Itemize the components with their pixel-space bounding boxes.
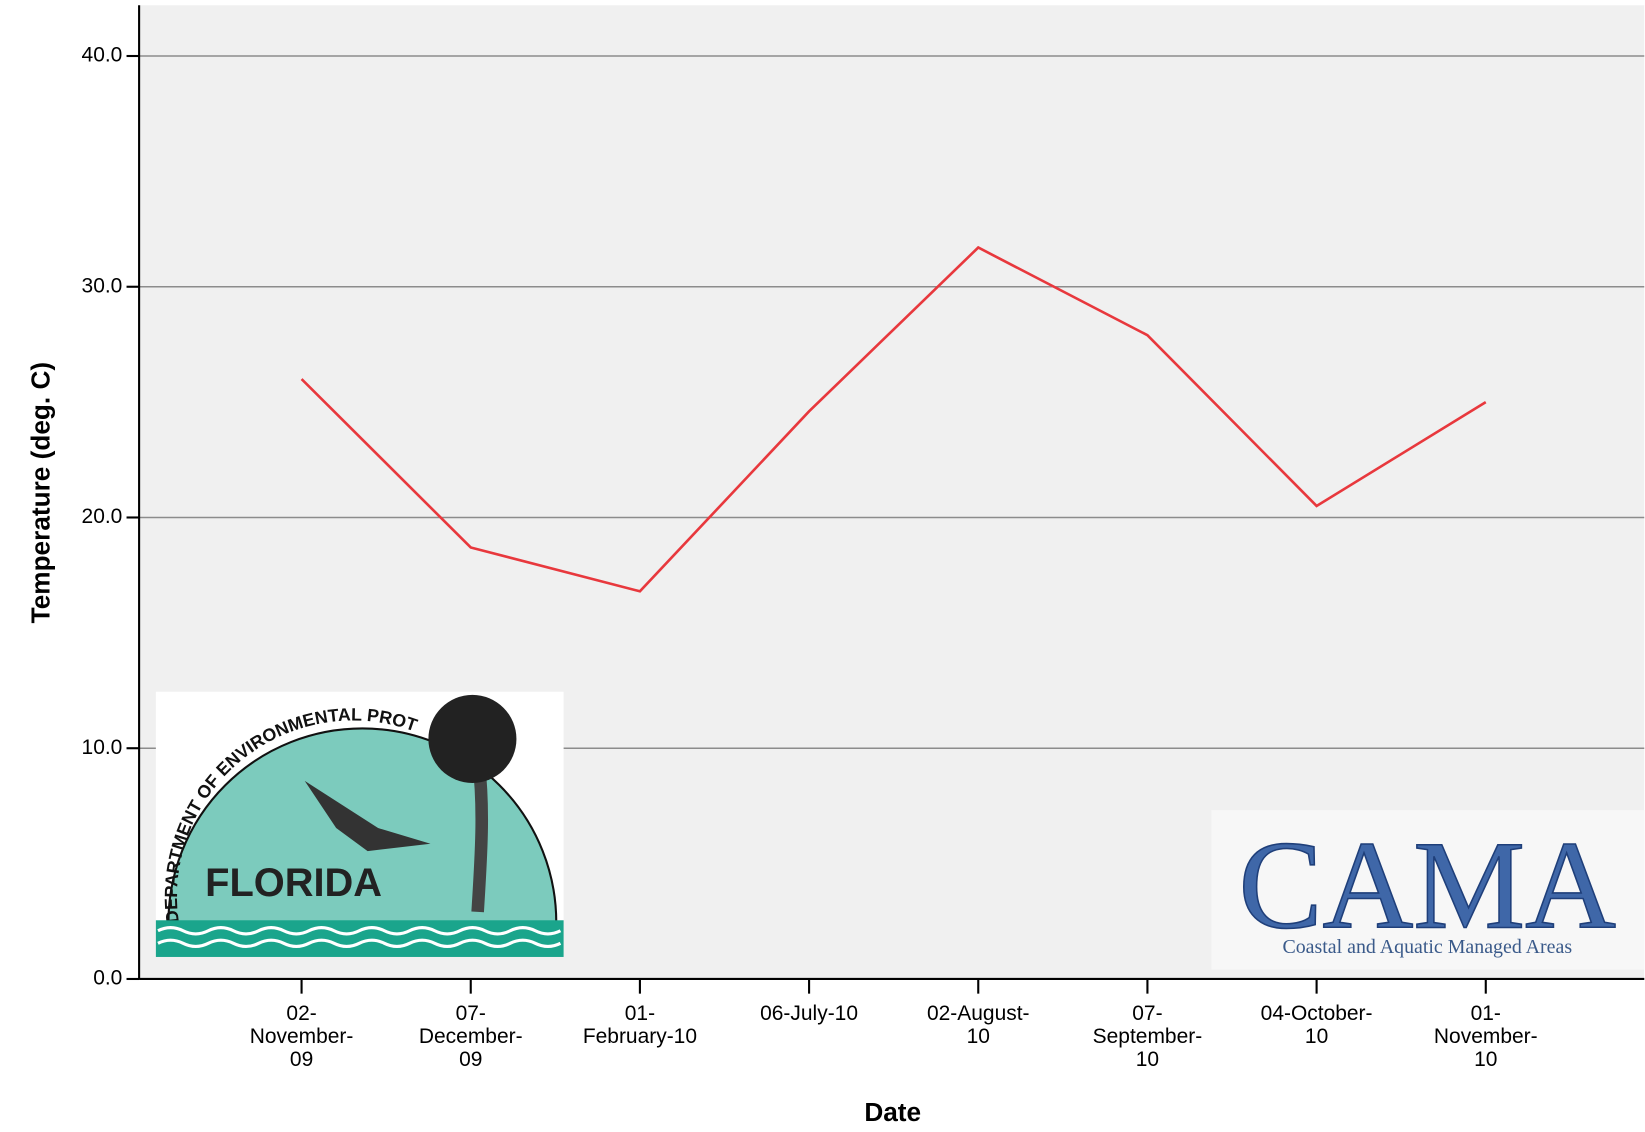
x-tick-label-box: 07-September-10: [1092, 1002, 1203, 1072]
y-tick-label: 20.0: [82, 505, 123, 528]
x-tick-label: 07-December-09: [418, 1002, 523, 1072]
logo-background: [1211, 810, 1645, 970]
x-tick-label-box: 01-February-10: [582, 1002, 698, 1049]
x-tick-label: 02-August-10: [926, 1002, 1030, 1049]
y-tick-label: 30.0: [82, 274, 123, 297]
x-tick-label: 02-November-09: [249, 1002, 354, 1072]
x-tick-label: 01-February-10: [582, 1002, 698, 1049]
y-tick-label: 10.0: [82, 736, 123, 759]
x-tick-label: 06-July-10: [760, 1002, 859, 1026]
x-tick-label-box: 02-November-09: [249, 1002, 354, 1072]
x-tick-label-box: 06-July-10: [760, 1002, 859, 1026]
series-line: [300, 245, 1487, 593]
cama-logo: CAMA Coastal and Aquatic Managed Areas: [1211, 810, 1645, 970]
logo-waves: [157, 926, 562, 949]
logo-water: [155, 920, 564, 957]
x-tick-label: 04-October-10: [1260, 1002, 1373, 1049]
x-tick-label: 01-November-10: [1433, 1002, 1538, 1072]
x-tick-label-box: 02-August-10: [926, 1002, 1030, 1049]
y-tick-label: 0.0: [93, 967, 122, 990]
x-tick-label-box: 07-December-09: [418, 1002, 523, 1072]
cama-subtitle: Coastal and Aquatic Managed Areas: [1282, 936, 1572, 958]
logo-palm-leaves: [428, 694, 517, 783]
x-axis-title: Date: [864, 1097, 921, 1127]
x-tick-label-box: 04-October-10: [1260, 1002, 1373, 1049]
y-axis-title: Temperature (deg. C): [26, 362, 56, 623]
y-tick-label: 40.0: [82, 44, 123, 67]
x-tick-label-box: 01-November-10: [1433, 1002, 1538, 1072]
cama-title: CAMA: [1239, 817, 1616, 956]
x-tick-label: 07-September-10: [1092, 1002, 1203, 1072]
logo-bird: [304, 780, 431, 852]
logo-florida-text: FLORIDA: [205, 861, 382, 905]
